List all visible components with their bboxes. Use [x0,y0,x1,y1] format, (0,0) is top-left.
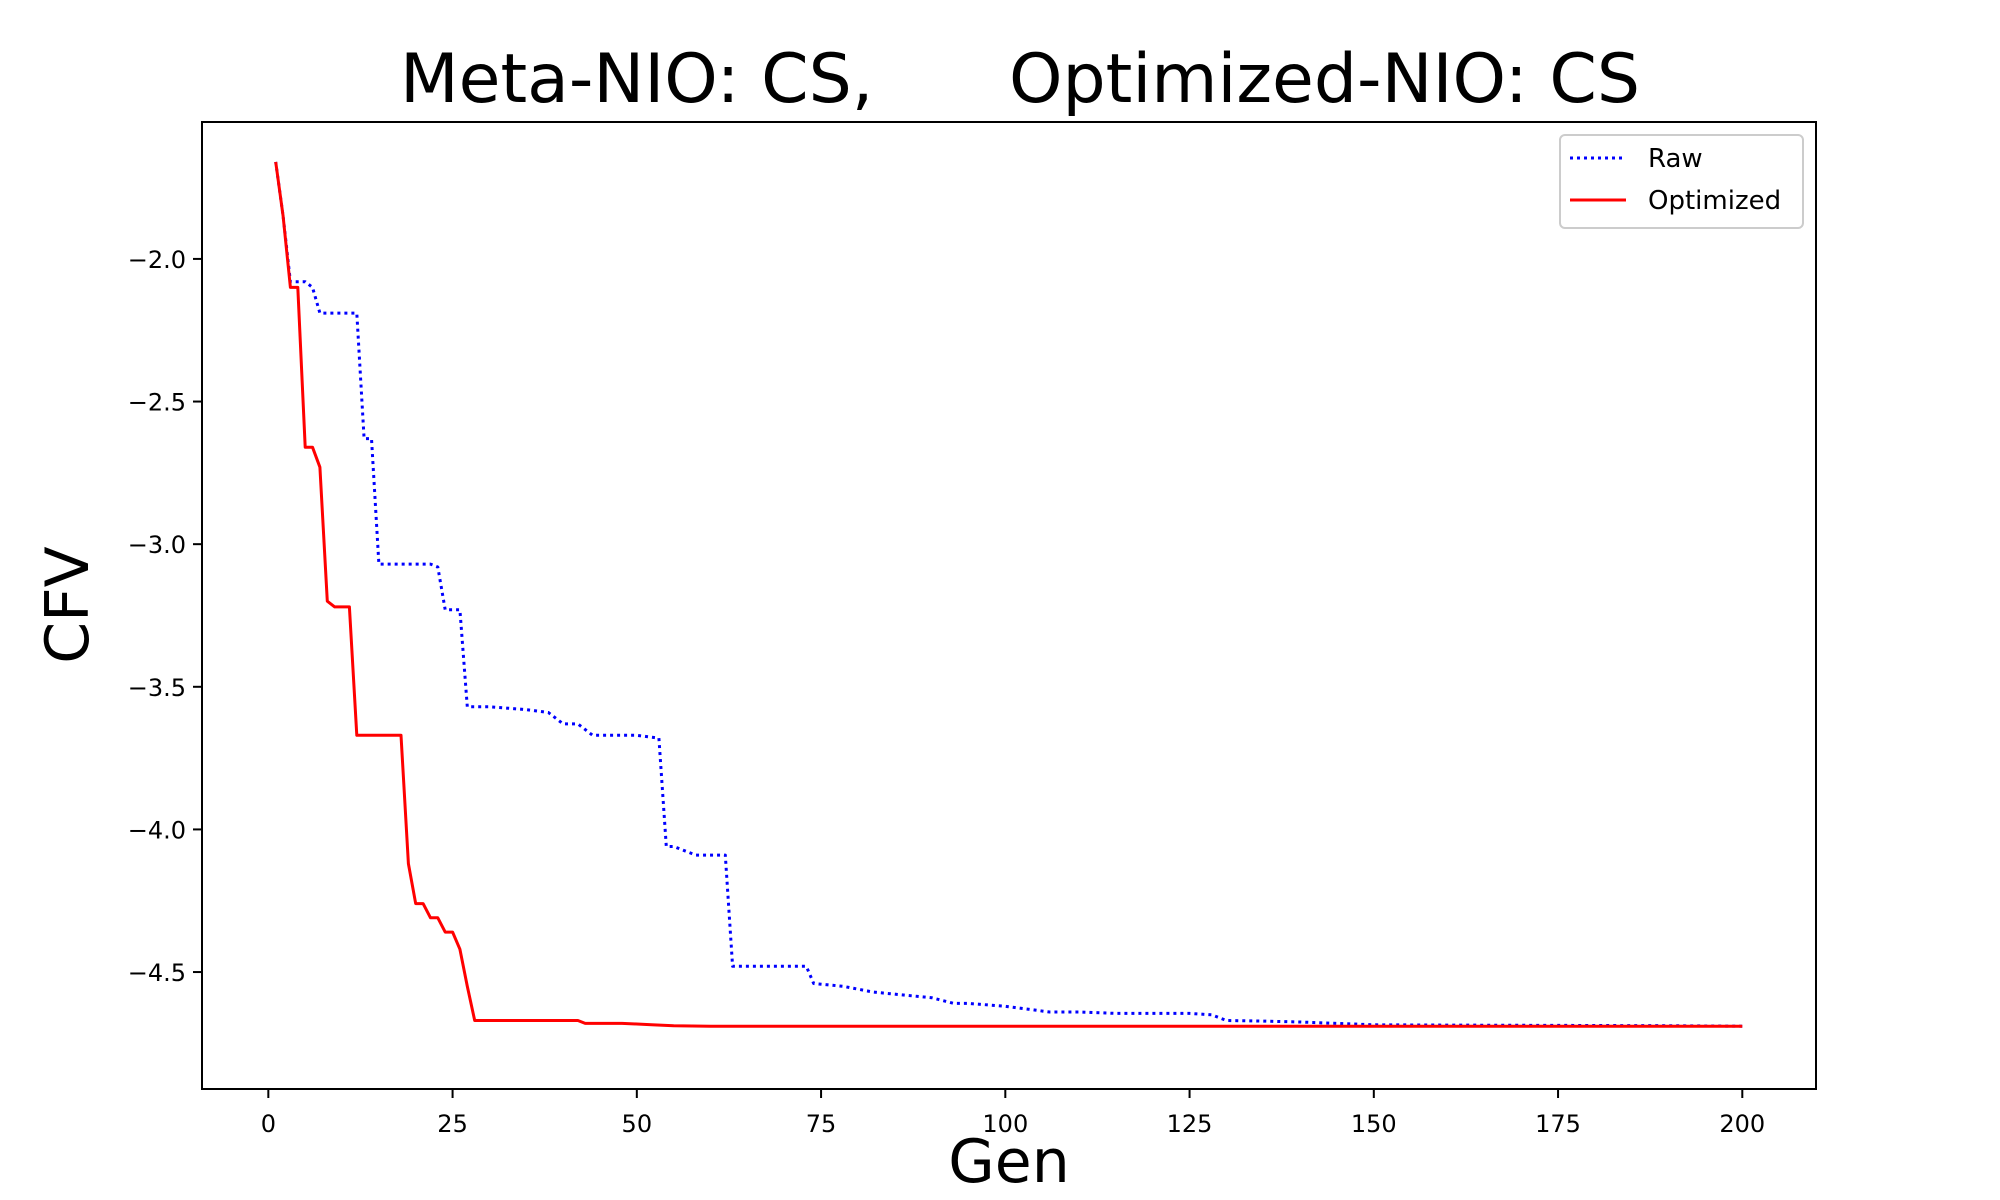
y-tick-label: −4.5 [128,959,186,987]
x-tick-label: 200 [1719,1110,1765,1138]
x-tick-label: 25 [437,1110,468,1138]
x-tick-label: 0 [261,1110,276,1138]
y-tick-label: −2.5 [128,389,186,417]
x-axis-label: Gen [948,1127,1069,1197]
y-tick-label: −2.0 [128,246,186,274]
y-tick-label: −3.0 [128,531,186,559]
plot-frame [201,121,1817,1090]
legend: Raw Optimized [1559,134,1804,229]
y-axis: −2.0 −2.5 −3.0 −3.5 −4.0 −4.5 [128,246,202,987]
x-tick-label: 125 [1167,1110,1213,1138]
x-tick-label: 150 [1351,1110,1397,1138]
x-tick-label: 75 [806,1110,837,1138]
chart-title-right: Optimized-NIO: CS [1009,40,1640,119]
series-line-raw [274,161,1743,1028]
plot-area [274,161,1743,1028]
x-tick-label: 100 [982,1110,1028,1138]
legend-label-optimized: Optimized [1648,186,1781,216]
x-tick-label: 50 [622,1110,653,1138]
x-axis: 0 25 50 75 100 125 150 175 200 [261,1089,1765,1138]
chart-title-left: Meta-NIO: CS, [400,40,873,119]
series-line-optimized [274,161,1743,1028]
y-tick-label: −4.0 [128,816,186,844]
legend-label-raw: Raw [1648,144,1703,174]
y-tick-label: −3.5 [128,674,186,702]
x-tick-label: 175 [1535,1110,1581,1138]
y-axis-label: CFV [33,546,103,663]
